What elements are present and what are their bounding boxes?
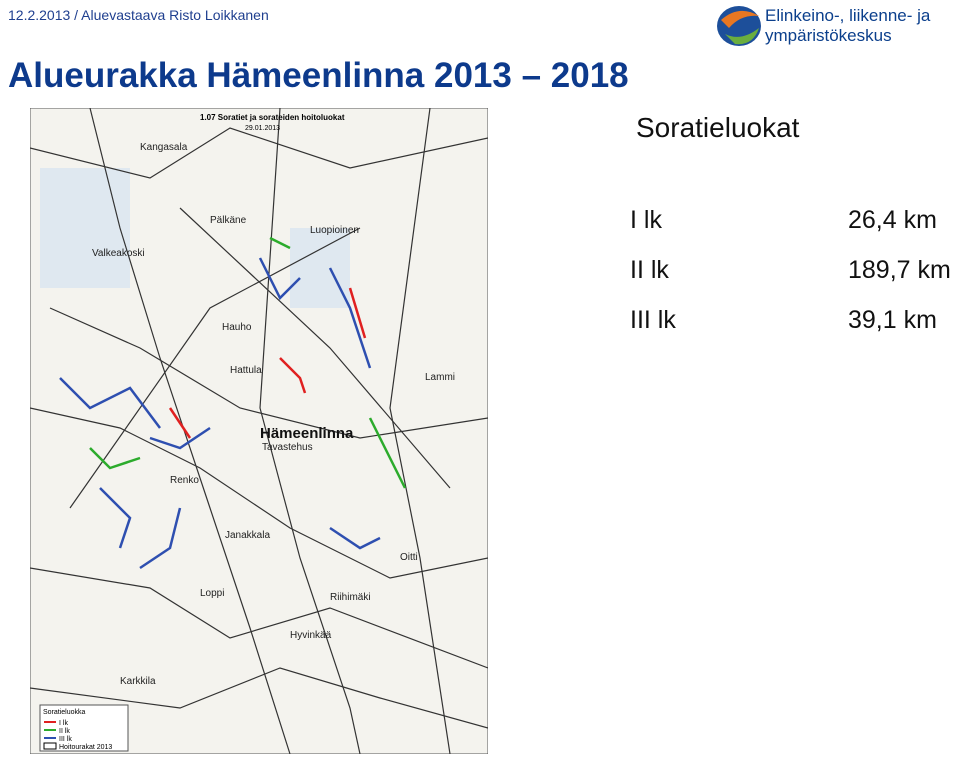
legend-item: I lk [59,720,68,727]
class-length: 39,1 km [848,306,937,334]
place: Loppi [200,588,224,599]
place: Karkkila [120,676,156,687]
map-title: 1.07 Soratiet ja sorateiden hoitoluokat [200,113,345,122]
place: Hauho [222,322,252,333]
place: Renko [170,475,199,486]
lake [290,228,350,308]
map: 1.07 Soratiet ja sorateiden hoitoluokat … [30,108,488,754]
byline: 12.2.2013 / Aluevastaava Risto Loikkanen [8,7,269,23]
place: Luopioinen [310,225,359,236]
legend-item: Hoitourakat 2013 [59,744,112,751]
logo-shape [725,28,759,45]
place: Hämeenlinna [260,425,354,442]
place: Lammi [425,372,455,383]
legend-swatch [43,742,57,750]
road-network [30,108,488,754]
logo-shape [721,10,759,28]
place: Riihimäki [330,592,371,603]
class-length: 189,7 km [848,256,951,284]
gravel-roads [59,236,407,570]
logo-text: Elinkeino-, liikenne- ja [765,6,931,25]
logo-text: ympäristökeskus [765,26,892,45]
map-date: 29.01.2013 [245,125,280,132]
legend-item: II lk [59,728,70,735]
place: Oitti [400,552,418,563]
class-length: 26,4 km [848,206,937,234]
class-label: II lk [630,256,669,284]
place: Tavastehus [262,442,313,453]
class-label: I lk [630,206,662,234]
legend-title: Soratieluokka [43,709,86,716]
legend-item: III lk [59,736,72,743]
place: Hattula [230,365,262,376]
place: Pälkäne [210,215,247,226]
class-label: III lk [630,306,676,334]
place: Valkeakoski [92,248,145,259]
summary-heading: Soratieluokat [636,112,800,143]
map-legend: Soratieluokka I lk II lk III lk Hoitoura… [39,704,129,752]
place: Kangasala [140,142,188,153]
slide-title: Alueurakka Hämeenlinna 2013 – 2018 [8,56,629,95]
lake [40,168,130,288]
place: Janakkala [225,530,270,541]
logo-graphic [717,6,761,46]
place: Hyvinkää [290,630,332,641]
